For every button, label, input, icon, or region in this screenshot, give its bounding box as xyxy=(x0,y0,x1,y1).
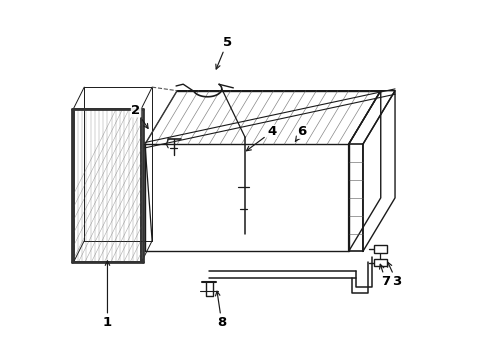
Text: 6: 6 xyxy=(295,125,307,141)
Text: 5: 5 xyxy=(216,36,232,69)
Text: 3: 3 xyxy=(388,262,401,288)
Text: 7: 7 xyxy=(380,264,391,288)
Text: 1: 1 xyxy=(103,261,112,329)
Bar xyxy=(374,246,387,253)
Text: 8: 8 xyxy=(216,291,226,329)
Text: 4: 4 xyxy=(246,125,276,151)
Bar xyxy=(374,259,387,266)
Text: 2: 2 xyxy=(131,104,148,129)
